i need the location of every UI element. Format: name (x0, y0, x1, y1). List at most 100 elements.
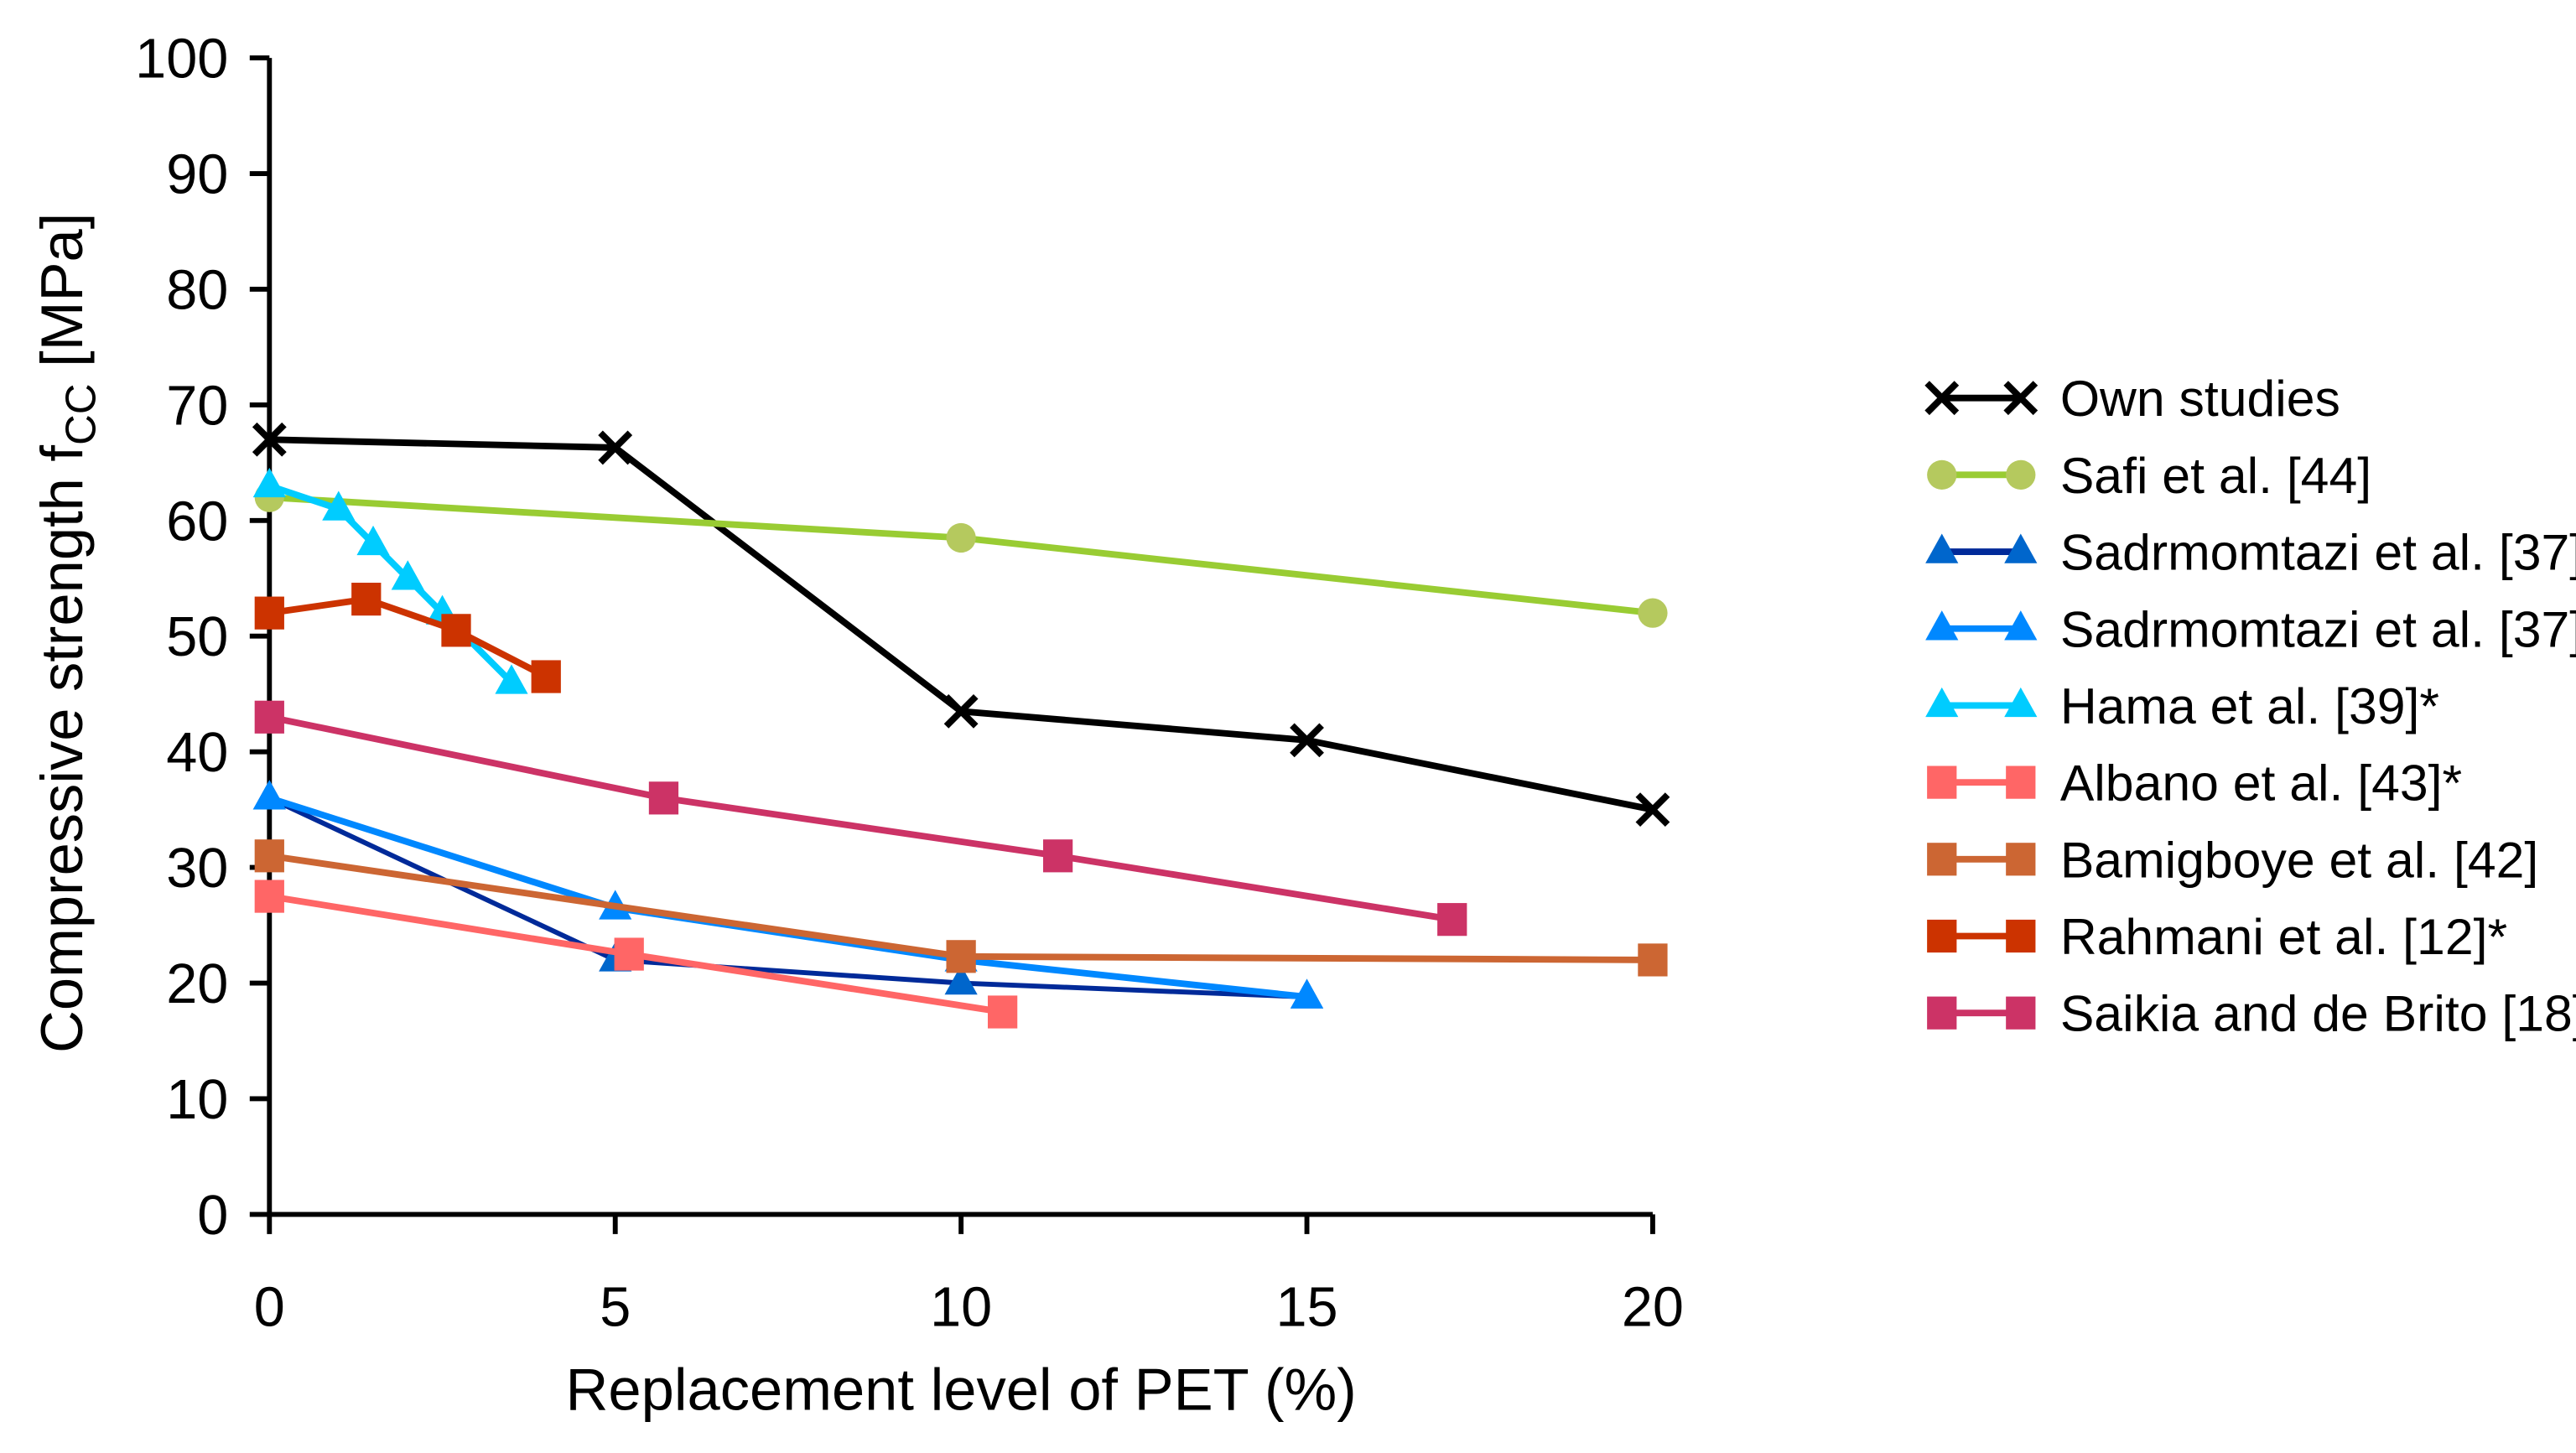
square-marker (1927, 996, 1957, 1030)
x-marker (598, 430, 633, 465)
legend-label: Albano et al. [43]* (2060, 755, 2462, 812)
x-marker (252, 422, 287, 457)
triangle-marker (2004, 533, 2038, 563)
square-marker (946, 940, 976, 973)
triangle-marker (944, 964, 978, 995)
triangle-marker (1290, 978, 1324, 1009)
x-marker (2003, 381, 2038, 416)
x-tick-label: 5 (600, 1277, 631, 1339)
x-tick-label: 10 (930, 1277, 992, 1339)
y-tick-label: 50 (166, 606, 228, 668)
triangle-marker (391, 560, 424, 590)
triangle-marker (356, 525, 390, 556)
circle-marker (1638, 598, 1668, 628)
legend-label: Safi et al. [44] (2060, 447, 2371, 504)
triangle-marker (322, 490, 356, 521)
square-marker (254, 839, 284, 873)
square-marker (254, 700, 284, 734)
legend-item: Saikia and de Brito [18]* (1927, 985, 2576, 1042)
triangle-marker (1925, 687, 1959, 718)
x-tick-label: 15 (1275, 1277, 1337, 1339)
square-marker (1638, 943, 1668, 977)
triangle-marker (252, 780, 286, 810)
y-tick-label: 60 (166, 490, 228, 553)
square-marker (531, 660, 561, 693)
circle-marker (946, 522, 976, 553)
circle-marker (1927, 459, 1957, 490)
square-marker (254, 596, 284, 630)
legend-item: Albano et al. [43]* (1927, 755, 2462, 812)
y-tick-label: 20 (166, 953, 228, 1015)
series-0 (252, 422, 1670, 828)
series-8 (254, 700, 1467, 937)
y-tick-label: 90 (166, 144, 228, 206)
series-6 (254, 839, 1668, 977)
legend-label: Sadrmomtazi et al. [37] (2060, 524, 2576, 581)
series-line (269, 436, 1654, 813)
series-5 (254, 880, 1018, 1029)
y-tick-label: 0 (197, 1185, 228, 1247)
legend-label: Hama et al. [39]* (2060, 677, 2439, 734)
square-marker (2006, 996, 2036, 1030)
legend-item: Sadrmomtazi et al. [37] (1925, 524, 2576, 581)
square-marker (254, 880, 284, 913)
square-marker (1927, 843, 1957, 876)
square-marker (1927, 765, 1957, 799)
legend-item: Rahmani et al. [12]* (1927, 908, 2507, 965)
square-marker (2006, 843, 2036, 876)
x-axis-label: Replacement level of PET (%) (566, 1357, 1357, 1423)
square-marker (1927, 919, 1957, 953)
legend-item: Bamigboye et al. [42] (1927, 831, 2538, 888)
square-marker (648, 781, 679, 815)
square-marker (1437, 903, 1467, 937)
square-marker (614, 937, 644, 971)
x-marker (943, 693, 979, 729)
square-marker (2006, 919, 2036, 953)
y-tick-label: 100 (135, 29, 228, 91)
series-line (268, 714, 1453, 923)
y-tick-label: 10 (166, 1069, 228, 1131)
legend-item: Sadrmomtazi et al. [37] (1925, 600, 2576, 657)
legend-label: Sadrmomtazi et al. [37] (2060, 600, 2576, 657)
axes: 0 10 20 30 40 50 60 70 80 90 100 0 5 10 15 20 (135, 29, 1684, 1339)
series-line (269, 494, 1654, 617)
y-tick-label: 30 (166, 838, 228, 900)
triangle-marker (252, 467, 286, 498)
series-line (268, 795, 1307, 1000)
triangle-marker (1925, 533, 1959, 563)
series-line (268, 482, 514, 685)
x-marker (1290, 723, 1324, 758)
y-tick-label: 80 (166, 259, 228, 321)
legend-item: Hama et al. [39]* (1925, 677, 2439, 734)
series-1 (254, 482, 1668, 628)
circle-marker (2006, 459, 2036, 490)
x-marker (1635, 792, 1670, 828)
series-line (268, 595, 548, 680)
square-marker (351, 583, 382, 616)
legend-label: Saikia and de Brito [18]* (2060, 985, 2576, 1042)
triangle-marker (2004, 610, 2038, 641)
legend-item: Safi et al. [44] (1927, 447, 2371, 504)
y-axis-label: Compressive strength fCC [MPa] (29, 213, 105, 1053)
x-tick-label: 0 (254, 1277, 285, 1339)
legend-label: Own studies (2060, 370, 2340, 427)
square-marker (987, 995, 1018, 1029)
square-marker (1042, 839, 1073, 873)
square-marker (441, 614, 471, 647)
series-layer (252, 422, 1670, 1029)
x-tick-label: 20 (1622, 1277, 1684, 1339)
legend: Own studies Safi et al. [44] Sadrmomtazi e… (1924, 370, 2576, 1042)
legend-label: Bamigboye et al. [42] (2060, 831, 2538, 888)
series-7 (254, 583, 561, 693)
triangle-marker (2004, 687, 2038, 718)
y-tick-label: 40 (166, 722, 228, 784)
legend-label: Rahmani et al. [12]* (2060, 908, 2507, 965)
legend-item: Own studies (1924, 370, 2340, 427)
triangle-marker (495, 664, 528, 694)
x-marker (1924, 381, 1960, 416)
series-line (268, 796, 1307, 1000)
square-marker (2006, 765, 2036, 799)
y-tick-label: 70 (166, 375, 228, 437)
triangle-marker (1925, 610, 1959, 641)
